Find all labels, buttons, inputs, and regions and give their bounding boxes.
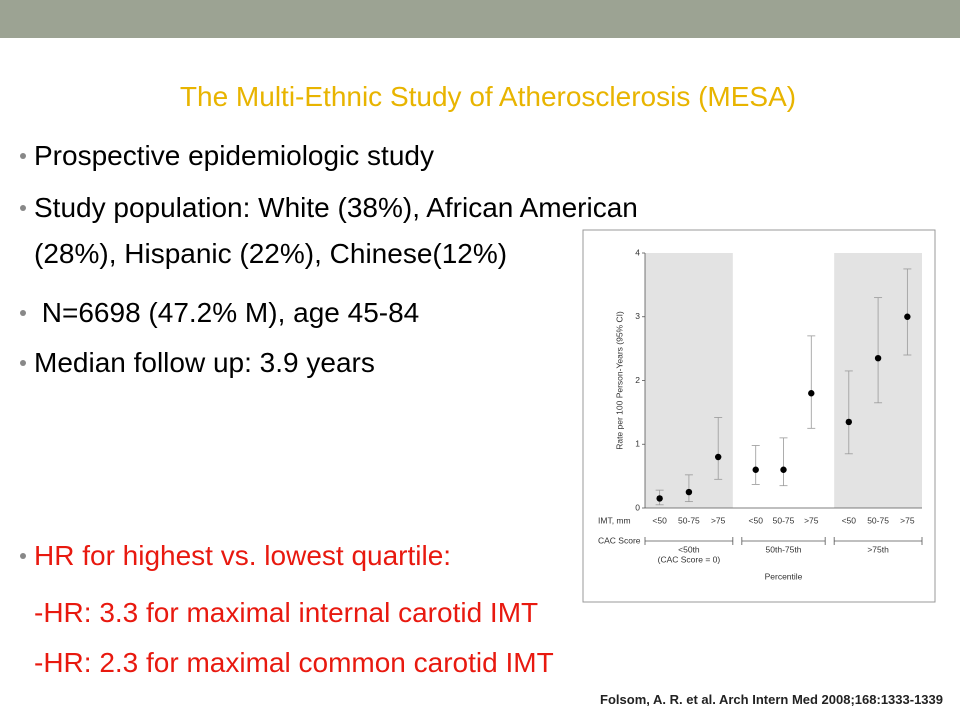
x-tick-label: <50 — [842, 515, 857, 525]
point — [780, 466, 787, 473]
citation: Folsom, A. R. et al. Arch Intern Med 200… — [600, 692, 943, 707]
x-tick-label: >75 — [804, 515, 819, 525]
group-label: 50th-75th — [766, 544, 802, 554]
bullet-text: Median follow up: 3.9 years — [34, 347, 375, 378]
bullet-text: (28%), Hispanic (22%), Chinese(12%) — [34, 238, 507, 269]
point — [752, 466, 759, 473]
point — [874, 354, 882, 362]
y-tick-label: 1 — [635, 439, 640, 449]
bullet-text: N=6698 (47.2% M), age 45-84 — [34, 297, 419, 328]
bullet-list: Prospective epidemiologic study Study pop… — [20, 140, 638, 678]
y-tick-label: 3 — [635, 311, 640, 321]
bullet-text: Study population: White (38%), African A… — [34, 192, 638, 223]
bullet-dot — [20, 205, 26, 211]
x-axis-label: Percentile — [765, 571, 803, 581]
point — [656, 495, 663, 502]
point — [845, 418, 853, 426]
x-tick-label: 50-75 — [867, 515, 889, 525]
bullet-dot — [20, 153, 26, 159]
point — [685, 488, 693, 496]
group-sublabel: (CAC Score = 0) — [658, 554, 721, 564]
bullet-text: Prospective epidemiologic study — [34, 140, 434, 171]
x-tick-label: 50-75 — [678, 515, 700, 525]
point — [808, 390, 815, 397]
y-tick-label: 2 — [635, 375, 640, 385]
x-tick-label: <50 — [749, 515, 764, 525]
point — [904, 313, 911, 320]
row-label: CAC Score — [598, 535, 641, 545]
slide-title: The Multi-Ethnic Study of Atherosclerosi… — [180, 81, 796, 112]
y-tick-label: 4 — [635, 247, 640, 257]
shaded-band — [645, 253, 733, 508]
bullet-dot — [20, 553, 26, 559]
x-tick-label: >75 — [711, 515, 726, 525]
group-label: >75th — [867, 544, 889, 554]
sub-text: -HR: 3.3 for maximal internal carotid IM… — [34, 597, 538, 628]
bullet-text: HR for highest vs. lowest quartile: — [34, 540, 451, 571]
group-label: <50th — [678, 544, 700, 554]
bullet-dot — [20, 360, 26, 366]
chart-image: 0 1 2 3 4 Rate per 100 Person-Years (95% CI) I… — [582, 229, 936, 603]
x-tick-label: >75 — [900, 515, 915, 525]
point — [714, 453, 722, 461]
x-tick-label: 50-75 — [773, 515, 795, 525]
bullet-dot — [20, 310, 26, 316]
y-tick-label: 0 — [635, 502, 640, 512]
sub-text: -HR: 2.3 for maximal common carotid IMT — [34, 647, 554, 678]
row-label: IMT, mm — [598, 515, 631, 525]
top-bar — [0, 0, 960, 38]
x-tick-label: <50 — [652, 515, 667, 525]
y-axis-label: Rate per 100 Person-Years (95% CI) — [614, 311, 624, 450]
